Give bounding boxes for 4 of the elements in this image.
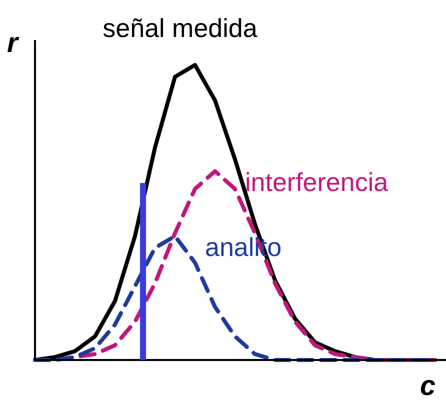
series-label: señal medida <box>102 13 258 43</box>
x-axis-title: c <box>420 370 436 400</box>
series-label: interferencia <box>245 167 389 198</box>
y-axis-title: r <box>7 27 20 58</box>
